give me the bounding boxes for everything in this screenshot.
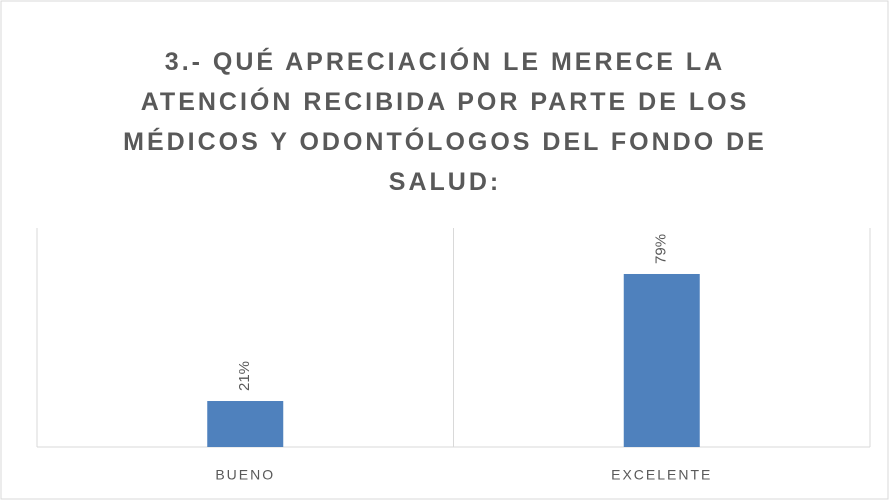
x-tick-label: BUENO (215, 467, 275, 483)
bar (207, 401, 284, 447)
data-label: 21% (236, 361, 253, 391)
chart-title: 3.- QUÉ APRECIACIÓN LE MERECE LA ATENCIÓ… (123, 48, 767, 196)
bar (623, 273, 700, 447)
x-tick-label: EXCELENTE (611, 467, 712, 483)
data-label: 79% (653, 234, 670, 264)
